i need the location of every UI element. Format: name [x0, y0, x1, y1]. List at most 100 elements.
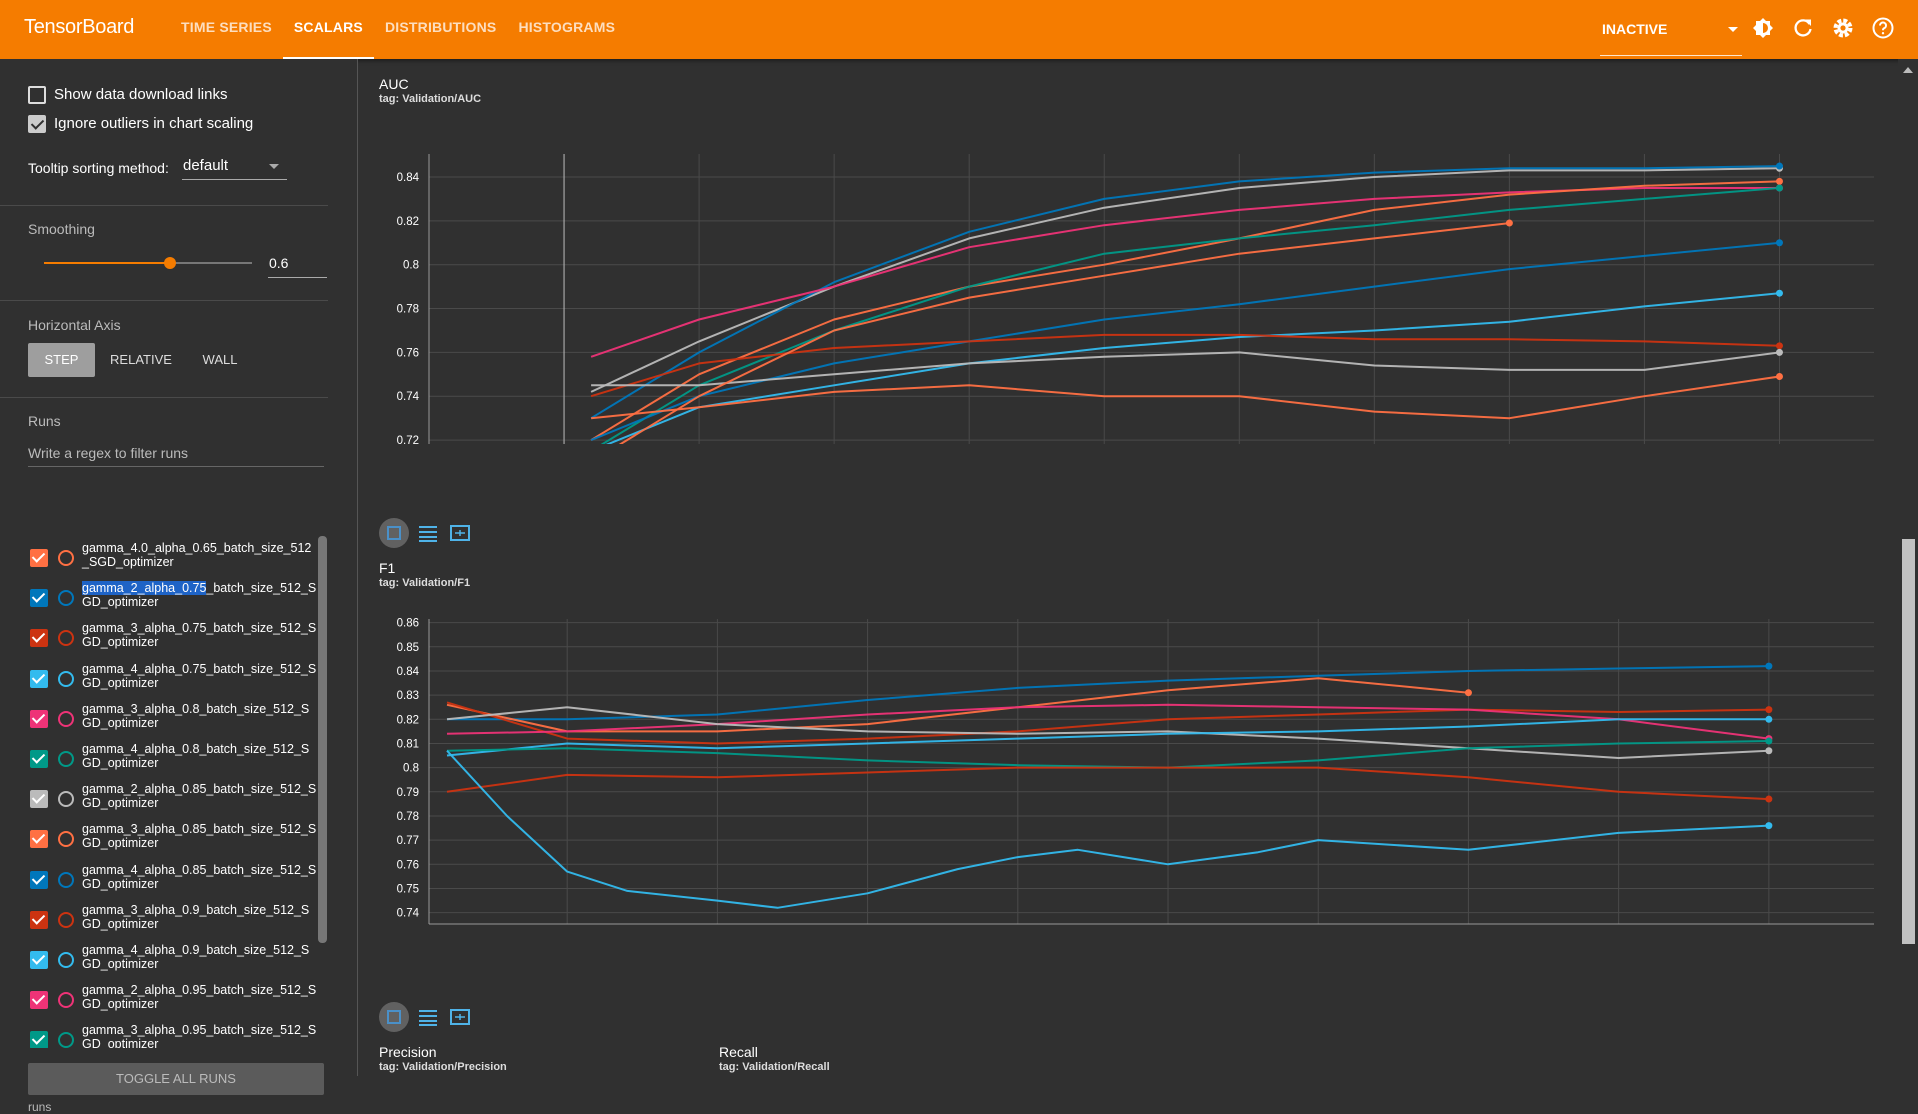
- run-item[interactable]: gamma_4.0_alpha_0.65_batch_size_512_SGD_…: [28, 538, 318, 578]
- run-item[interactable]: gamma_4_alpha_0.85_batch_size_512_SGD_op…: [28, 860, 318, 900]
- smoothing-value: 0.6: [269, 255, 289, 271]
- f1-chart[interactable]: 501001502002503003504004500.740.750.760.…: [379, 594, 1879, 929]
- auc-fit-domain-button[interactable]: [448, 521, 478, 545]
- run-item[interactable]: gamma_3_alpha_0.75_batch_size_512_SGD_op…: [28, 618, 318, 658]
- show-links-checkbox[interactable]: [28, 86, 46, 104]
- run-checkbox[interactable]: [30, 1031, 48, 1048]
- axis-step-button[interactable]: STEP: [28, 343, 95, 377]
- main-scrollbar-thumb[interactable]: [1902, 539, 1915, 944]
- refresh-icon[interactable]: [1791, 16, 1815, 40]
- run-item[interactable]: gamma_3_alpha_0.85_batch_size_512_SGD_op…: [28, 819, 318, 859]
- y-tick-label: 0.78: [397, 304, 419, 316]
- series-line: [590, 187, 1780, 358]
- run-checkbox[interactable]: [30, 629, 48, 648]
- runs-filter-input[interactable]: Write a regex to filter runs: [28, 439, 324, 467]
- series-endpoint: [1775, 239, 1783, 247]
- series-endpoint: [1765, 706, 1773, 714]
- series-line: [446, 706, 1769, 759]
- f1-expand-button[interactable]: [379, 1002, 409, 1032]
- run-checkbox[interactable]: [30, 589, 48, 608]
- run-checkbox[interactable]: [30, 830, 48, 849]
- run-name: gamma_2_alpha_0.85_batch_size_512_SGD_op…: [82, 782, 317, 811]
- smoothing-input[interactable]: 0.6: [268, 250, 327, 278]
- run-color-swatch[interactable]: [58, 831, 74, 848]
- run-checkbox[interactable]: [30, 709, 48, 728]
- divider: [0, 205, 328, 206]
- tab-distributions[interactable]: DISTRIBUTIONS: [384, 19, 497, 35]
- run-item[interactable]: gamma_2_alpha_0.95_batch_size_512_SGD_op…: [28, 980, 318, 1020]
- run-checkbox[interactable]: [30, 549, 48, 567]
- series-endpoint: [1775, 289, 1783, 297]
- run-color-swatch[interactable]: [58, 590, 74, 607]
- run-checkbox[interactable]: [30, 669, 48, 688]
- run-color-swatch[interactable]: [58, 951, 74, 968]
- series-group: [446, 662, 1773, 909]
- run-color-swatch[interactable]: [58, 911, 74, 928]
- tab-time-series[interactable]: TIME SERIES: [181, 19, 272, 35]
- help-icon[interactable]: [1871, 16, 1895, 40]
- brightness-icon[interactable]: [1751, 16, 1775, 40]
- settings-icon[interactable]: [1831, 16, 1855, 40]
- run-item[interactable]: gamma_4_alpha_0.8_batch_size_512_SGD_opt…: [28, 739, 318, 779]
- auc-data-table-button[interactable]: [416, 521, 446, 545]
- run-checkbox[interactable]: [30, 870, 48, 889]
- run-checkbox[interactable]: [30, 790, 48, 809]
- divider: [0, 397, 328, 398]
- run-color-swatch[interactable]: [58, 630, 74, 647]
- run-checkbox[interactable]: [30, 910, 48, 929]
- run-name: gamma_2_alpha_0.95_batch_size_512_SGD_op…: [82, 983, 317, 1012]
- f1-data-table-button[interactable]: [416, 1005, 446, 1029]
- run-color-swatch[interactable]: [58, 1032, 74, 1048]
- run-item[interactable]: gamma_4_alpha_0.75_batch_size_512_SGD_op…: [28, 659, 318, 699]
- run-color-swatch[interactable]: [58, 791, 74, 808]
- run-name: gamma_3_alpha_0.8_batch_size_512_SGD_opt…: [82, 701, 310, 730]
- scroll-up-icon[interactable]: [1903, 67, 1913, 73]
- run-name: gamma_4.0_alpha_0.65_batch_size_512_SGD_…: [82, 541, 312, 569]
- list-icon: [419, 1010, 437, 1026]
- run-item[interactable]: gamma_4_alpha_0.9_batch_size_512_SGD_opt…: [28, 940, 318, 980]
- run-item[interactable]: gamma_2_alpha_0.85_batch_size_512_SGD_op…: [28, 779, 318, 819]
- run-checkbox[interactable]: [30, 749, 48, 768]
- axis-wall-button[interactable]: WALL: [202, 352, 238, 367]
- run-color-swatch[interactable]: [58, 871, 74, 888]
- auc-expand-button[interactable]: [379, 518, 409, 548]
- run-color-swatch[interactable]: [58, 750, 74, 767]
- ignore-outliers-checkbox[interactable]: [28, 115, 46, 133]
- run-color-swatch[interactable]: [58, 550, 74, 566]
- smoothing-slider-thumb[interactable]: [164, 257, 177, 269]
- series-endpoint: [1765, 737, 1773, 745]
- fit-screen-icon: [450, 525, 470, 541]
- status-dropdown[interactable]: INACTIVE: [1600, 12, 1742, 56]
- main-scrollbar[interactable]: [1898, 59, 1918, 1076]
- run-checkbox[interactable]: [30, 950, 48, 969]
- run-item[interactable]: gamma_3_alpha_0.95_batch_size_512_SGD_op…: [28, 1020, 318, 1048]
- run-color-swatch[interactable]: [58, 992, 74, 1009]
- run-name: gamma_4_alpha_0.8_batch_size_512_SGD_opt…: [82, 741, 310, 770]
- series-endpoint: [1775, 348, 1783, 356]
- status-label: INACTIVE: [1602, 21, 1668, 37]
- toggle-all-runs-button[interactable]: TOGGLE ALL RUNS: [28, 1063, 324, 1095]
- run-name: gamma_3_alpha_0.95_batch_size_512_SGD_op…: [82, 1023, 317, 1048]
- f1-fit-domain-button[interactable]: [448, 1005, 478, 1029]
- run-item[interactable]: gamma_3_alpha_0.9_batch_size_512_SGD_opt…: [28, 900, 318, 940]
- tab-scalars[interactable]: SCALARS: [282, 0, 374, 59]
- run-item[interactable]: gamma_3_alpha_0.8_batch_size_512_SGD_opt…: [28, 699, 318, 739]
- list-icon: [419, 526, 437, 542]
- series-line: [605, 292, 1780, 444]
- fit-screen-icon: [450, 1009, 470, 1025]
- y-tick-label: 0.76: [397, 859, 419, 871]
- tooltip-sorting-select[interactable]: default: [182, 152, 287, 180]
- run-item[interactable]: gamma_2_alpha_0.75_batch_size_512_SGD_op…: [28, 578, 318, 618]
- auc-chart[interactable]: 0501001502002503003504004500.720.740.760…: [379, 114, 1879, 444]
- run-checkbox[interactable]: [30, 991, 48, 1010]
- tab-histograms[interactable]: HISTOGRAMS: [518, 19, 616, 35]
- series-line: [446, 677, 1469, 733]
- y-tick-label: 0.8: [403, 260, 419, 272]
- runs-scrollbar[interactable]: [318, 536, 327, 943]
- run-color-swatch[interactable]: [58, 710, 74, 727]
- y-tick-label: 0.79: [397, 787, 419, 799]
- run-color-swatch[interactable]: [58, 670, 74, 687]
- y-tick-label: 0.74: [397, 908, 420, 920]
- axis-relative-button[interactable]: RELATIVE: [110, 352, 172, 367]
- series-line: [591, 351, 1780, 387]
